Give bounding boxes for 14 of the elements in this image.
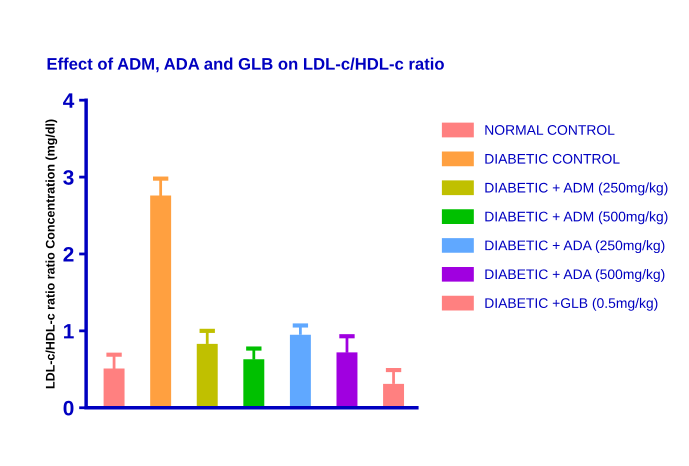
legend-label: DIABETIC +GLB (0.5mg/kg) [485,298,658,311]
legend-label: DIABETIC + ADM (250mg/kg) [485,182,668,196]
legend-label: DIABETIC CONTROL [485,154,620,164]
legend-label: DIABETIC + ADM (500mg/kg) [485,211,668,224]
y-axis-title: LDL-c/HDL-c ratio ratio Concentration (mg/dl) [45,120,58,388]
y-tick-label: 0 [64,400,74,416]
y-tick-label: 3 [63,170,74,185]
y-tick-label: 2 [63,246,74,262]
legend-label: DIABETIC + ADA (250mg/kg) [485,240,664,254]
y-tick-label: 1 [64,324,74,338]
legend-label: DIABETIC + ADA (500mg/kg) [485,268,664,282]
legend-label: NORMAL CONTROL [485,125,614,135]
y-tick-label: 4 [63,93,74,108]
chart-title: Effect of ADM, ADA and GLB on LDL-c/HDL-c ratio [48,58,444,72]
